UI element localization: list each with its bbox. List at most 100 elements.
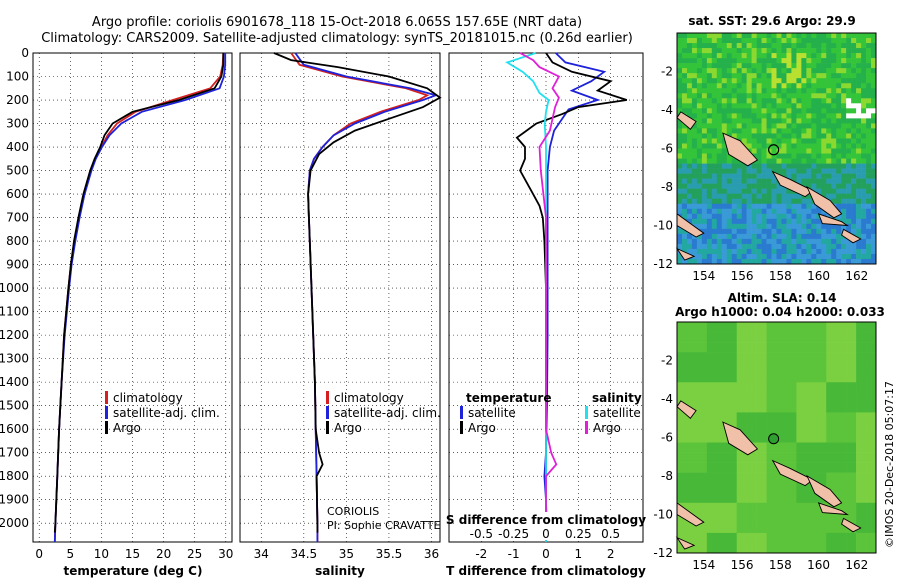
map-cell xyxy=(771,128,777,134)
map-cell xyxy=(706,188,713,194)
map-cell xyxy=(716,432,728,443)
map-cell xyxy=(746,362,757,373)
map-cell xyxy=(701,73,708,79)
map-cell xyxy=(826,243,832,250)
map-cell xyxy=(756,322,767,333)
map-cell xyxy=(736,93,742,99)
map-cell xyxy=(846,332,857,343)
map-cell xyxy=(696,43,703,49)
map-cell xyxy=(791,153,797,159)
map-cell xyxy=(836,178,842,184)
map-cell xyxy=(861,158,867,164)
map-cell xyxy=(706,148,713,154)
map-cell xyxy=(701,63,708,69)
map-cell xyxy=(796,208,802,215)
map-cell xyxy=(761,33,767,39)
island-shape xyxy=(841,228,862,244)
map-cell xyxy=(691,43,698,49)
map-cell xyxy=(706,492,718,504)
map-cell xyxy=(861,123,867,129)
map-cell xyxy=(836,362,847,373)
map-cell xyxy=(811,133,817,139)
legend-label-t-satellite: satellite xyxy=(468,406,516,420)
map-cell xyxy=(811,128,817,134)
map-cell xyxy=(751,203,757,210)
map-cell xyxy=(696,83,703,89)
map-cell xyxy=(677,33,683,39)
x-tick-label: 0 xyxy=(542,547,550,561)
map-cell xyxy=(691,173,698,179)
map-cell xyxy=(677,83,683,89)
map-cell xyxy=(756,243,762,250)
map-cell xyxy=(861,73,867,79)
map-cell xyxy=(796,243,802,250)
s-tick-label: 0.25 xyxy=(565,527,592,541)
map-cell xyxy=(861,163,867,169)
depth-tick-label: 1700 xyxy=(0,446,29,460)
lat-tick-label: -8 xyxy=(661,469,673,483)
map-cell xyxy=(781,48,787,54)
map-cell xyxy=(851,253,857,260)
map-cell xyxy=(791,143,797,149)
map-cell xyxy=(766,113,772,119)
map-cell xyxy=(696,462,708,473)
map-cell xyxy=(766,392,777,403)
island-shape xyxy=(771,459,814,487)
map-cell xyxy=(826,542,837,554)
map-cell xyxy=(781,103,787,109)
map-cell xyxy=(846,43,852,49)
map-cell xyxy=(816,362,827,373)
map-cell xyxy=(851,128,857,134)
map-cell xyxy=(871,248,877,255)
map-cell xyxy=(756,253,762,260)
map-cell xyxy=(771,208,777,215)
map-cell xyxy=(871,218,877,225)
map-cell xyxy=(761,163,767,169)
map-cell xyxy=(756,188,762,194)
map-cell xyxy=(801,148,807,154)
map-cell xyxy=(696,143,703,149)
map-cell xyxy=(691,73,698,79)
map-cell xyxy=(831,83,837,89)
map-cell xyxy=(706,128,713,134)
map-cell xyxy=(711,183,718,189)
map-cell xyxy=(756,223,762,230)
map-cell xyxy=(866,238,872,245)
map-cell xyxy=(751,183,757,189)
map-cell xyxy=(766,482,777,494)
map-cell xyxy=(796,173,802,179)
map-cell xyxy=(781,143,787,149)
map-cell xyxy=(831,183,837,189)
map-cell xyxy=(806,542,817,554)
map-cell xyxy=(801,238,807,245)
map-cell xyxy=(816,108,822,114)
map-cell xyxy=(846,243,852,250)
map-cell xyxy=(776,33,782,39)
map-cell xyxy=(871,148,877,154)
map-cell xyxy=(681,233,688,240)
map-cell xyxy=(726,258,733,265)
map-cell xyxy=(746,248,752,255)
map-cell xyxy=(761,153,767,159)
map-cell xyxy=(846,372,857,383)
map-cell xyxy=(836,68,842,74)
map-cell xyxy=(811,93,817,99)
lat-tick-label: -6 xyxy=(661,431,673,445)
map-cell xyxy=(811,208,817,215)
map-cell xyxy=(691,88,698,94)
map-cell xyxy=(856,238,862,245)
map-cell xyxy=(721,58,728,64)
map-cell xyxy=(826,422,837,433)
map-cell xyxy=(776,158,782,164)
map-cell xyxy=(681,108,688,114)
map-cell xyxy=(711,163,718,169)
map-cell xyxy=(856,193,862,200)
map-cell xyxy=(866,78,872,84)
map-cell xyxy=(791,163,797,169)
map-cell xyxy=(826,93,832,99)
map-cell xyxy=(691,108,698,114)
map-cell xyxy=(721,238,728,245)
map-cell xyxy=(761,48,767,54)
map-cell xyxy=(751,223,757,230)
map-cell xyxy=(736,113,742,119)
